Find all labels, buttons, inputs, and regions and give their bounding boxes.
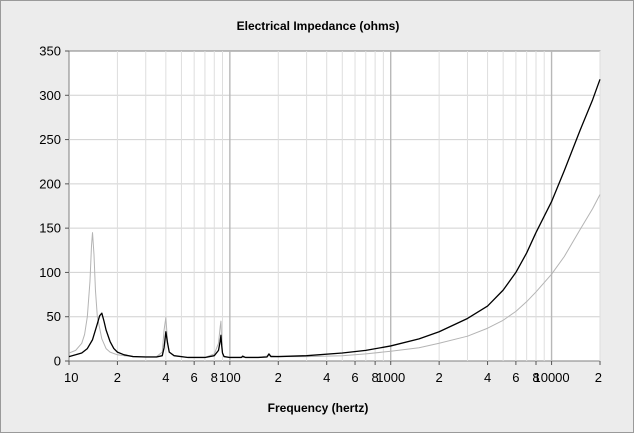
x-tick-label: 4 — [323, 370, 330, 385]
x-tick-label: 10000 — [533, 370, 569, 385]
x-tick-label: 10 — [64, 370, 78, 385]
y-tick-label: 0 — [54, 354, 61, 369]
x-tick-label: 8 — [532, 370, 539, 385]
x-tick-label: 2 — [436, 370, 443, 385]
x-tick-label: 2 — [275, 370, 282, 385]
y-axis-ticks: 0 50 100 150 200 250 300 350 — [39, 44, 69, 369]
y-tick-label: 250 — [39, 132, 61, 147]
x-tick-label: 1000 — [376, 370, 405, 385]
y-tick-label: 150 — [39, 221, 61, 236]
y-tick-label: 200 — [39, 176, 61, 191]
x-tick-label: 2 — [114, 370, 121, 385]
grid-lines — [69, 51, 601, 361]
y-tick-label: 100 — [39, 265, 61, 280]
x-tick-label: 8 — [372, 370, 379, 385]
x-tick-label: 6 — [512, 370, 519, 385]
x-tick-label: 2 — [595, 370, 602, 385]
chart-title: Electrical Impedance (ohms) — [237, 19, 400, 33]
y-tick-label: 350 — [39, 44, 61, 59]
x-tick-label: 8 — [211, 370, 218, 385]
x-tick-label: 4 — [162, 370, 169, 385]
series-line-black — [68, 79, 601, 359]
x-tick-label: 4 — [484, 370, 491, 385]
series-line-gray — [68, 194, 601, 358]
series-layer — [68, 79, 601, 359]
y-tick-label: 50 — [47, 309, 61, 324]
y-tick-label: 300 — [39, 88, 61, 103]
x-tick-label: 6 — [351, 370, 358, 385]
x-axis-label: Frequency (hertz) — [268, 401, 369, 415]
plot-area — [68, 50, 601, 362]
x-tick-label: 100 — [219, 370, 241, 385]
x-tick-label: 6 — [191, 370, 198, 385]
